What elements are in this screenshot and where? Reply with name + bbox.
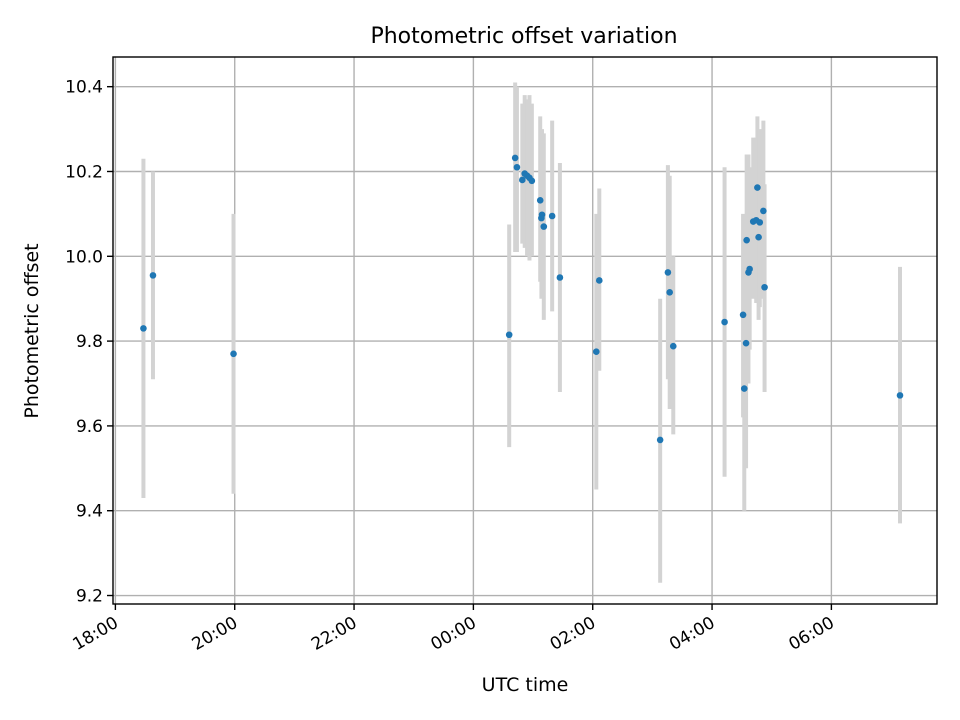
x-tick-label: 06:00 [785,613,837,655]
data-point [538,214,545,222]
data-point [760,207,767,215]
y-tick-label: 9.2 [76,587,103,607]
data-point [742,339,750,347]
data-point [149,272,157,279]
data-point [656,436,664,444]
y-tick-label: 10.2 [65,162,103,182]
data-point [593,348,600,356]
data-point [756,219,764,226]
data-point [664,269,672,276]
data-point [528,177,536,185]
data-point [511,154,519,162]
data-point [230,350,237,358]
data-point [739,311,747,319]
data-point [761,283,768,291]
y-tick-label: 10.4 [65,78,103,98]
x-tick-label: 20:00 [189,613,241,655]
data-point [536,197,544,204]
data-point [140,325,147,332]
data-point [595,277,603,284]
x-tick-label: 04:00 [666,613,718,655]
data-point [669,342,677,350]
data-point [519,176,526,184]
data-point [721,318,728,326]
data-points [140,154,904,444]
data-point [666,289,673,296]
data-point [746,265,753,273]
x-tick-label: 00:00 [427,613,479,655]
y-tick-label: 9.4 [76,502,103,522]
y-tick-label: 9.8 [76,332,103,352]
data-point [896,392,904,399]
data-point [755,233,762,241]
data-point [513,163,521,171]
y-axis-ticks: 9.2 9.4 9.6 9.8 10.0 10.2 10.4 [65,78,113,607]
error-bars [141,82,903,583]
data-point [740,385,748,392]
data-point [505,331,513,339]
y-tick-label: 9.6 [76,417,103,437]
data-point [754,184,761,191]
data-point [556,274,564,281]
x-axis-ticks: 18:00 20:00 22:00 00:00 02:00 04:00 06:00 [69,604,838,655]
plot-frame [112,56,938,605]
x-axis-label: UTC time [482,674,569,696]
data-point [540,223,548,230]
data-point [548,212,556,220]
data-point [743,236,750,244]
y-axis-label: Photometric offset [21,243,43,418]
x-tick-label: 18:00 [69,613,121,655]
y-tick-label: 10.0 [65,247,103,267]
x-tick-label: 02:00 [547,613,599,655]
x-tick-label: 22:00 [308,613,360,655]
chart-title: Photometric offset variation [370,24,677,49]
